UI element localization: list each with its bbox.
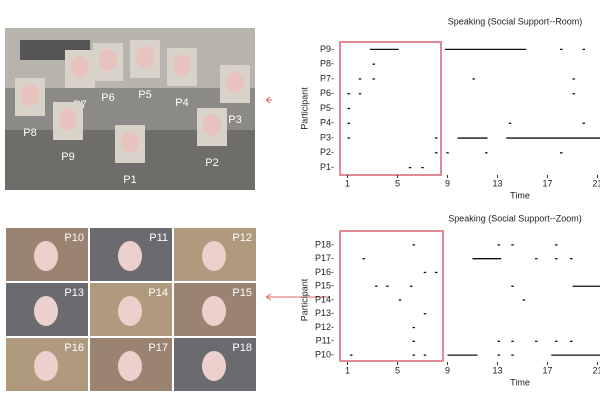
face bbox=[71, 56, 89, 78]
y-tick-label: P2- bbox=[320, 147, 334, 157]
participant-label: P10 bbox=[64, 232, 84, 244]
face bbox=[34, 241, 58, 271]
participant-label: P16 bbox=[64, 342, 84, 354]
x-tick-label: 5 bbox=[395, 178, 400, 188]
participant-label: P8 bbox=[23, 127, 36, 139]
y-tick-label: P7- bbox=[320, 73, 334, 83]
participant-label: P3 bbox=[228, 114, 241, 126]
y-tick-label: P5- bbox=[320, 103, 334, 113]
participant-label: P18 bbox=[232, 342, 252, 354]
x-tick-label: 21 bbox=[592, 365, 600, 375]
face bbox=[21, 84, 39, 106]
x-tick-label: 1 bbox=[345, 365, 350, 375]
y-tick-label: P10- bbox=[315, 349, 334, 359]
face bbox=[226, 71, 244, 93]
y-tick-label: P11- bbox=[316, 336, 334, 346]
x-tick-label: 21 bbox=[592, 178, 600, 188]
y-tick-label: P1- bbox=[320, 162, 334, 172]
face bbox=[136, 46, 154, 68]
participant-label: P14 bbox=[148, 287, 168, 299]
x-tick-label: 13 bbox=[492, 365, 502, 375]
participant-label: P1 bbox=[123, 174, 136, 186]
arrow bbox=[265, 293, 330, 301]
highlight-box bbox=[339, 41, 442, 176]
face bbox=[173, 54, 191, 76]
y-tick-label: P15- bbox=[315, 281, 334, 291]
y-tick-label: P3- bbox=[320, 132, 334, 142]
y-tick-label: P14- bbox=[315, 294, 334, 304]
participant-label: P6 bbox=[101, 92, 114, 104]
participant-label: P12 bbox=[232, 232, 252, 244]
x-tick-label: 9 bbox=[445, 178, 450, 188]
participant-label: P5 bbox=[138, 89, 151, 101]
face bbox=[202, 296, 226, 326]
y-tick-label: P18- bbox=[315, 239, 334, 249]
participant-label: P11 bbox=[149, 232, 168, 244]
x-tick-label: 17 bbox=[542, 178, 552, 188]
face bbox=[34, 351, 58, 381]
arrow bbox=[265, 96, 272, 104]
face bbox=[118, 351, 142, 381]
y-tick-label: P8- bbox=[320, 59, 334, 69]
face bbox=[118, 241, 142, 271]
face bbox=[99, 49, 117, 71]
y-tick-label: P6- bbox=[320, 88, 334, 98]
face bbox=[59, 108, 77, 130]
participant-label: P9 bbox=[61, 151, 74, 163]
x-tick-label: 9 bbox=[445, 365, 450, 375]
x-tick-label: 1 bbox=[345, 178, 350, 188]
y-tick-label: P16- bbox=[315, 267, 334, 277]
y-tick-label: P4- bbox=[320, 118, 334, 128]
y-tick-label: P17- bbox=[315, 253, 334, 263]
x-tick-label: 5 bbox=[395, 365, 400, 375]
y-tick-label: P13- bbox=[315, 308, 334, 318]
y-axis-label: Participant bbox=[299, 87, 309, 130]
y-tick-label: P9- bbox=[320, 44, 334, 54]
y-tick-label: P12- bbox=[315, 322, 334, 332]
face bbox=[121, 131, 139, 153]
highlight-box bbox=[339, 230, 444, 362]
chart-title: Speaking (Social Support--Zoom) bbox=[448, 213, 582, 223]
participant-label: P2 bbox=[205, 157, 218, 169]
y-axis-label: Participant bbox=[299, 278, 309, 321]
face bbox=[34, 296, 58, 326]
face bbox=[203, 114, 221, 136]
face bbox=[118, 296, 142, 326]
participant-label: P4 bbox=[175, 97, 188, 109]
x-tick-label: 17 bbox=[542, 365, 552, 375]
chart-title: Speaking (Social Support--Room) bbox=[448, 16, 583, 26]
x-tick-label: 13 bbox=[492, 178, 502, 188]
participant-label: P17 bbox=[148, 342, 168, 354]
participant-label: P13 bbox=[64, 287, 84, 299]
face bbox=[202, 241, 226, 271]
x-axis-label: Time bbox=[510, 377, 530, 387]
x-axis-label: Time bbox=[510, 190, 530, 200]
face bbox=[202, 351, 226, 381]
participant-label: P15 bbox=[232, 287, 252, 299]
